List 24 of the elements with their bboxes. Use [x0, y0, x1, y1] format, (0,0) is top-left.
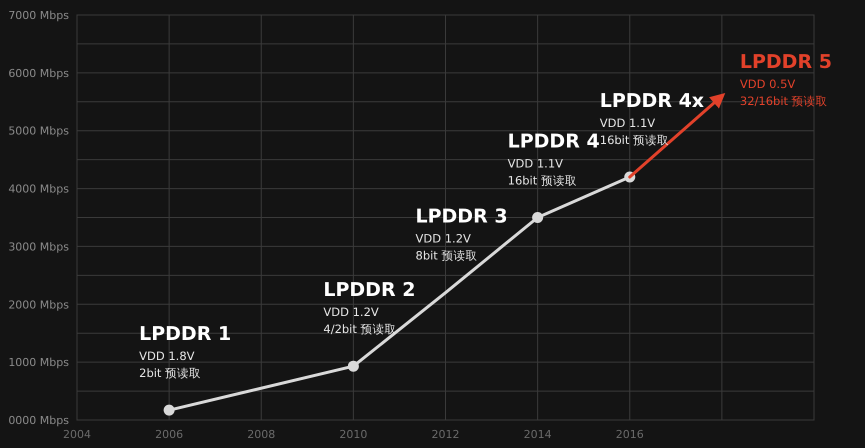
y-tick-label: 3000 Mbps — [8, 240, 70, 254]
x-tick-label: 2010 — [339, 428, 368, 441]
annotation: LPDDR 1 VDD 1.8V 2bit 预读取 — [139, 323, 232, 380]
y-tick-label: 7000 Mbps — [8, 9, 70, 22]
y-tick-label: 0000 Mbps — [8, 414, 70, 427]
x-tick-label: 2006 — [155, 428, 184, 441]
x-tick-label: 2016 — [616, 428, 644, 441]
point — [532, 212, 544, 223]
y-tick-label: 6000 Mbps — [8, 66, 70, 80]
y-tick-label: 1000 Mbps — [8, 356, 70, 370]
annotation: LPDDR 4 VDD 1.1V 16bit 预读取 — [508, 130, 600, 188]
y-tick-label: 5000 Mbps — [8, 124, 70, 138]
annotation: LPDDR 5 VDD 0.5V 32/16bit 预读取 — [740, 51, 832, 108]
point — [348, 360, 359, 372]
x-tick-label: 2014 — [524, 428, 552, 441]
annotation: LPDDR 2 VDD 1.2V 4/2bit 预读取 — [323, 279, 416, 336]
annotation: LPDDR 4x VDD 1.1V 16bit 预读取 — [600, 90, 704, 147]
annotation: LPDDR 3 VDD 1.2V 8bit 预读取 — [416, 206, 508, 263]
y-tick-label: 2000 Mbps — [8, 298, 70, 312]
x-tick-label: 2008 — [247, 428, 276, 441]
point — [164, 404, 175, 416]
x-tick-label: 2004 — [63, 428, 91, 441]
y-tick-label: 4000 Mbps — [8, 182, 70, 196]
x-tick-label: 2012 — [432, 428, 460, 441]
